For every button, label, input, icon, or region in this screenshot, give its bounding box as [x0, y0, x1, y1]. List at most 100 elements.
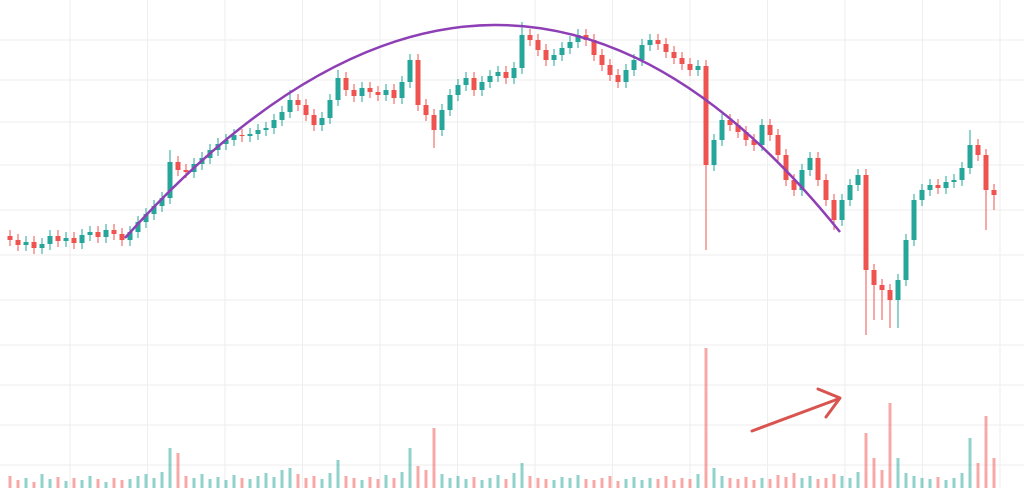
volume-bar: [560, 477, 564, 488]
volume-bar: [400, 472, 404, 488]
candle-body: [847, 185, 853, 200]
volume-bar: [328, 473, 332, 488]
candle-body: [823, 180, 829, 200]
candle-body: [695, 66, 701, 70]
candle-body: [471, 78, 477, 90]
volume-bar: [832, 474, 836, 488]
candle-body: [735, 125, 741, 132]
volume-bar: [816, 479, 820, 488]
candle-body: [711, 140, 717, 165]
volume-bar: [608, 476, 612, 488]
volume-bar: [184, 476, 188, 488]
volume-bar: [792, 473, 796, 488]
candle-body: [855, 175, 861, 185]
volume-bar: [224, 480, 228, 488]
candle-body: [71, 238, 77, 243]
volume-bar: [128, 479, 132, 488]
volume-bar: [640, 480, 644, 488]
candle-body: [607, 65, 613, 75]
candle-body: [447, 95, 453, 110]
volume-bar: [864, 433, 868, 488]
volume-bar: [152, 478, 156, 488]
candle-body: [271, 120, 277, 128]
candle-body: [431, 115, 437, 130]
volume-bar: [408, 448, 412, 488]
volume-bar: [472, 477, 476, 488]
candle-body: [47, 236, 53, 244]
candle-body: [399, 82, 405, 98]
candle-body: [343, 78, 349, 90]
candle-body: [783, 155, 789, 180]
candle-body: [943, 182, 949, 188]
volume-bar: [576, 475, 580, 488]
volume-bar: [936, 477, 940, 488]
candle-body: [255, 130, 261, 134]
candle-body: [927, 185, 933, 190]
volume-bar: [440, 474, 444, 488]
volume-bar: [776, 475, 780, 488]
candle-body: [87, 232, 93, 235]
volume-bar: [552, 480, 556, 488]
candle-body: [871, 270, 877, 285]
candle-body: [511, 68, 517, 78]
volume-bar: [208, 479, 212, 488]
volume-bar: [112, 478, 116, 488]
candle-body: [631, 60, 637, 70]
candle-body: [351, 90, 357, 96]
candle-body: [879, 285, 885, 290]
candle-body: [127, 232, 133, 240]
volume-bar: [696, 474, 700, 488]
volume-bar: [704, 348, 708, 488]
candle-body: [319, 118, 325, 125]
volume-bar: [456, 476, 460, 488]
volume-bar: [136, 476, 140, 488]
volume-bar: [216, 477, 220, 488]
candle-body: [31, 242, 37, 248]
volume-bar: [520, 463, 524, 488]
candle-body: [559, 48, 565, 55]
volume-bar: [64, 481, 68, 488]
volume-bar: [584, 479, 588, 488]
volume-bar: [856, 472, 860, 488]
volume-bar: [960, 473, 964, 488]
volume-bar: [16, 480, 20, 488]
candle-body: [151, 206, 157, 214]
candle-body: [263, 128, 269, 130]
volume-bar: [432, 428, 436, 488]
volume-bar: [736, 479, 740, 488]
candle-body: [623, 70, 629, 82]
candle-body: [567, 42, 573, 48]
candle-body: [415, 60, 421, 105]
candle-body: [239, 135, 245, 136]
candle-body: [295, 100, 301, 105]
candle-body: [863, 175, 869, 270]
volume-bar: [752, 480, 756, 488]
candle-body: [407, 60, 413, 82]
volume-bar: [616, 481, 620, 488]
candle-body: [463, 78, 469, 85]
volume-bar: [528, 476, 532, 488]
volume-bar: [88, 476, 92, 488]
candle-body: [63, 238, 69, 241]
candle-body: [287, 100, 293, 112]
candle-body: [135, 222, 141, 232]
candle-body: [743, 132, 749, 140]
candle-body: [375, 92, 381, 95]
volume-pane: [8, 348, 996, 488]
volume-bar: [824, 478, 828, 488]
candle-body: [439, 110, 445, 130]
volume-bar: [800, 478, 804, 488]
volume-bar: [248, 479, 252, 488]
volume-bar: [416, 466, 420, 488]
volume-bar: [888, 403, 892, 488]
volume-bar: [928, 479, 932, 488]
arrow-annotation: [750, 387, 842, 433]
candle-body: [143, 214, 149, 222]
volume-bar: [384, 475, 388, 488]
volume-bar: [712, 468, 716, 488]
volume-bar: [624, 479, 628, 488]
candle-body: [895, 280, 901, 300]
volume-bar: [352, 478, 356, 488]
candle-body: [495, 72, 501, 76]
